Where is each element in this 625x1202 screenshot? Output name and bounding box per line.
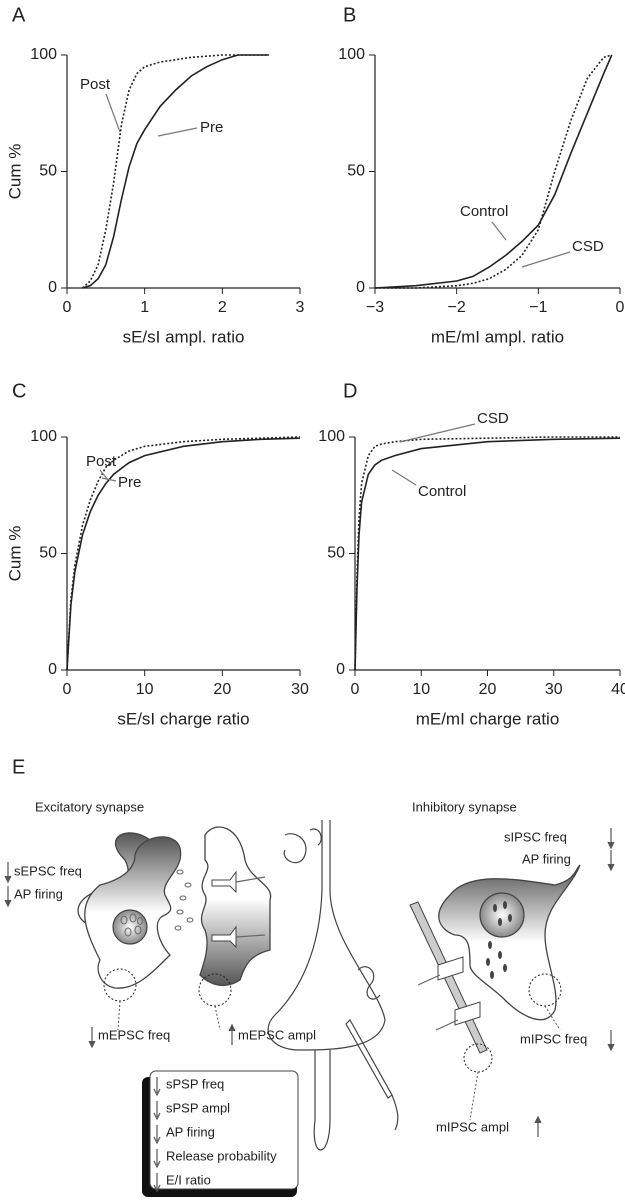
leader-line: [105, 93, 121, 133]
panel-label: B: [343, 4, 356, 26]
box-item: sPSP ampl: [166, 1100, 230, 1115]
y-tick-label: 100: [338, 46, 365, 63]
panel-label: C: [12, 380, 26, 402]
y-axis-label: Cum %: [5, 526, 24, 582]
box-item: AP firing: [166, 1124, 215, 1139]
series-label: Post: [80, 76, 111, 93]
cdf-line: [66, 437, 301, 671]
arrows: [4, 828, 615, 1137]
diagram-label: sEPSC freq: [14, 863, 82, 878]
diagram-label: mIPSC ampl: [436, 1119, 509, 1134]
series-label: CSD: [477, 410, 509, 427]
y-tick-label: 100: [30, 46, 57, 63]
y-tick-label: 0: [48, 661, 57, 678]
x-tick-label: 0: [351, 681, 360, 698]
x-tick-label: −3: [366, 299, 384, 316]
diagram-label: mEPSC freq: [98, 1027, 170, 1042]
leader-line: [391, 469, 417, 486]
series-label: Control: [460, 203, 508, 220]
leader-line: [399, 423, 476, 443]
leader-line: [491, 221, 507, 241]
diagram-title: Inhibitory synapse: [412, 799, 517, 814]
x-tick-label: 30: [545, 681, 563, 698]
box-arrows: [153, 1077, 161, 1193]
leader-line: [101, 477, 117, 482]
box-item: Release probability: [166, 1148, 277, 1163]
x-tick-label: 3: [296, 299, 305, 316]
x-tick-label: 1: [140, 299, 149, 316]
x-tick-label: 2: [218, 299, 227, 316]
leader-line: [99, 469, 109, 481]
y-tick-label: 100: [30, 428, 57, 445]
leader-line: [157, 127, 198, 137]
neuron: [267, 820, 399, 1151]
panel-label: E: [12, 756, 25, 778]
box-item: E/I ratio: [166, 1172, 211, 1187]
x-tick-label: −1: [529, 299, 547, 316]
diagram-label: AP firing: [14, 886, 63, 901]
inhibitory-synapse: [409, 864, 581, 1121]
diagram-label: sIPSC freq: [504, 829, 567, 844]
y-tick-label: 0: [336, 661, 345, 678]
diagram-title: Excitatory synapse: [35, 799, 144, 814]
y-tick-label: 0: [356, 279, 365, 296]
x-tick-label: 30: [291, 681, 309, 698]
x-tick-label: −2: [448, 299, 466, 316]
y-tick-label: 50: [327, 545, 345, 562]
series-label: CSD: [572, 238, 604, 255]
diagram-label: mEPSC ampl: [238, 1027, 316, 1042]
x-tick-label: 20: [213, 681, 231, 698]
diagram-label: AP firing: [522, 851, 571, 866]
cdf-line: [375, 54, 613, 289]
x-axis-label: sE/sI ampl. ratio: [123, 327, 245, 346]
cdf-line: [354, 437, 621, 671]
x-tick-label: 20: [479, 681, 497, 698]
x-tick-label: 10: [136, 681, 154, 698]
cdf-line: [374, 54, 613, 289]
y-tick-label: 0: [48, 279, 57, 296]
series-label: Pre: [118, 474, 141, 491]
panel-label: D: [343, 380, 357, 402]
x-axis-label: sE/sI charge ratio: [117, 709, 249, 728]
y-tick-label: 100: [318, 428, 345, 445]
series-label: Post: [86, 453, 117, 470]
x-axis-label: mE/mI charge ratio: [416, 709, 560, 728]
cdf-line: [81, 54, 269, 289]
y-axis-label: Cum %: [5, 144, 24, 200]
cdf-line: [354, 436, 620, 671]
y-tick-label: 50: [347, 163, 365, 180]
y-tick-label: 50: [39, 545, 57, 562]
x-axis-label: mE/mI ampl. ratio: [431, 327, 564, 346]
series-label: Control: [418, 483, 466, 500]
series-label: Pre: [200, 119, 223, 136]
x-tick-label: 0: [616, 299, 625, 316]
diagram-label: mIPSC freq: [520, 1031, 587, 1046]
cdf-line: [66, 436, 301, 671]
y-tick-label: 50: [39, 163, 57, 180]
x-tick-label: 40: [611, 681, 625, 698]
x-tick-label: 0: [63, 681, 72, 698]
cdf-line: [82, 54, 269, 289]
leader-line: [521, 251, 571, 268]
x-tick-label: 10: [412, 681, 430, 698]
excitatory-synapse: [77, 826, 272, 1031]
summary-box: [149, 1070, 299, 1190]
x-tick-label: 0: [63, 299, 72, 316]
panel-label: A: [12, 4, 26, 26]
box-item: sPSP freq: [166, 1076, 224, 1091]
